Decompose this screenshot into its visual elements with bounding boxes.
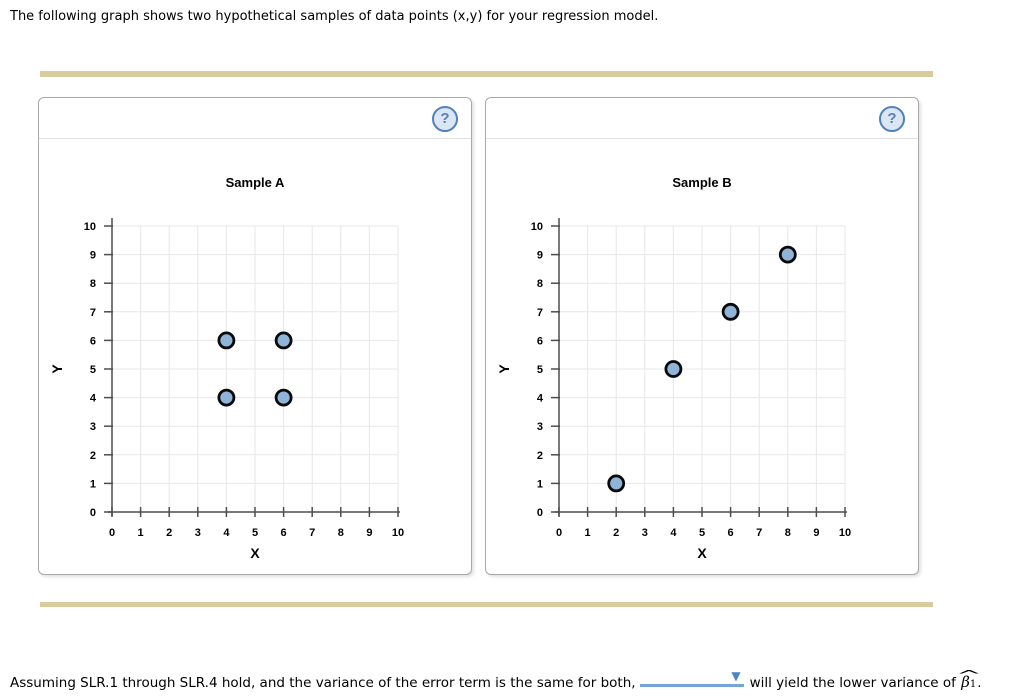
svg-text:8: 8 xyxy=(338,527,344,539)
top-divider-bar xyxy=(40,71,933,77)
help-icon[interactable]: ? xyxy=(879,106,905,132)
svg-text:5: 5 xyxy=(537,364,543,376)
gridlines xyxy=(559,225,846,512)
svg-text:9: 9 xyxy=(366,527,372,539)
svg-text:6: 6 xyxy=(537,335,543,347)
svg-text:2: 2 xyxy=(613,527,619,539)
svg-text:10: 10 xyxy=(531,221,543,233)
svg-text:8: 8 xyxy=(537,278,543,290)
y-axis-label: Y xyxy=(496,364,512,374)
sentence-part2: will yield the lower variance of xyxy=(749,675,956,691)
axes xyxy=(104,218,400,517)
question-intro-text: The following graph shows two hypothetic… xyxy=(10,9,659,24)
svg-text:5: 5 xyxy=(90,364,96,376)
svg-text:6: 6 xyxy=(728,527,734,539)
svg-text:1: 1 xyxy=(537,478,543,490)
svg-text:9: 9 xyxy=(537,250,543,262)
svg-text:3: 3 xyxy=(90,421,96,433)
svg-text:3: 3 xyxy=(537,421,543,433)
data-point xyxy=(217,331,236,350)
data-point xyxy=(607,474,626,493)
sentence-period: . xyxy=(977,675,982,691)
gridlines xyxy=(112,225,399,512)
data-points xyxy=(607,245,797,493)
svg-text:4: 4 xyxy=(537,393,544,405)
svg-text:4: 4 xyxy=(670,527,677,539)
svg-text:6: 6 xyxy=(90,335,96,347)
panel-header: ? xyxy=(39,98,471,139)
help-icon[interactable]: ? xyxy=(432,106,458,132)
bottom-divider-bar xyxy=(40,602,933,607)
sentence-part1: Assuming SLR.1 through SLR.4 hold, and t… xyxy=(10,675,636,691)
data-point xyxy=(274,388,293,407)
tick-labels: 0 1 2 3 4 5 6 7 8 9 10 0 1 2 3 4 5 6 7 8 9 10 xyxy=(84,221,404,539)
hat-accent: ^ xyxy=(955,667,982,682)
x-axis-label: X xyxy=(250,545,260,561)
svg-text:10: 10 xyxy=(392,527,404,539)
sample-b-panel: ? Sample B 0 1 2 3 4 5 6 7 8 9 10 0 1 2 3 4 5 6 7 8 9 10 X Y xyxy=(485,97,919,575)
svg-text:9: 9 xyxy=(813,527,819,539)
data-point xyxy=(721,302,740,321)
svg-text:3: 3 xyxy=(195,527,201,539)
data-points xyxy=(217,331,293,407)
svg-text:2: 2 xyxy=(537,450,543,462)
svg-text:0: 0 xyxy=(556,527,562,539)
svg-text:2: 2 xyxy=(166,527,172,539)
sample-a-chart: 0 1 2 3 4 5 6 7 8 9 10 0 1 2 3 4 5 6 7 8 9 10 X Y xyxy=(49,218,404,561)
data-point xyxy=(217,388,236,407)
data-point xyxy=(664,360,683,378)
x-axis-label: X xyxy=(697,545,707,561)
svg-text:5: 5 xyxy=(252,527,258,539)
svg-text:0: 0 xyxy=(537,507,543,519)
data-point xyxy=(778,245,797,264)
svg-text:0: 0 xyxy=(90,507,96,519)
svg-text:7: 7 xyxy=(90,307,96,319)
svg-text:0: 0 xyxy=(109,527,115,539)
axes xyxy=(551,218,847,517)
svg-text:1: 1 xyxy=(138,527,144,539)
svg-text:8: 8 xyxy=(785,527,791,539)
sample-b-chart: 0 1 2 3 4 5 6 7 8 9 10 0 1 2 3 4 5 6 7 8 9 10 X Y xyxy=(496,218,851,561)
beta-hat-symbol: ^ β1 xyxy=(955,667,982,691)
sample-a-panel: ? Sample A 0 1 2 3 4 5 6 7 8 9 10 0 1 2 3 4 5 6 7 8 9 10 X Y xyxy=(38,97,472,575)
answer-dropdown[interactable]: ▼ xyxy=(639,669,744,687)
chart-title-sample-a: Sample A xyxy=(225,175,285,190)
svg-text:8: 8 xyxy=(90,278,96,290)
svg-text:7: 7 xyxy=(309,527,315,539)
svg-text:6: 6 xyxy=(281,527,287,539)
svg-text:1: 1 xyxy=(90,478,96,490)
svg-text:5: 5 xyxy=(699,527,705,539)
svg-text:9: 9 xyxy=(90,250,96,262)
tick-labels: 0 1 2 3 4 5 6 7 8 9 10 0 1 2 3 4 5 6 7 8 9 10 xyxy=(531,221,851,539)
svg-text:10: 10 xyxy=(84,221,96,233)
dropdown-arrow-icon: ▼ xyxy=(731,669,741,683)
chart-title-sample-b: Sample B xyxy=(672,175,732,190)
panel-header: ? xyxy=(486,98,918,139)
svg-text:4: 4 xyxy=(90,393,97,405)
svg-text:7: 7 xyxy=(756,527,762,539)
question-sentence: Assuming SLR.1 through SLR.4 hold, and t… xyxy=(10,667,982,694)
svg-text:2: 2 xyxy=(90,450,96,462)
svg-text:4: 4 xyxy=(223,527,230,539)
svg-text:3: 3 xyxy=(642,527,648,539)
svg-text:1: 1 xyxy=(585,527,591,539)
data-point xyxy=(274,331,293,350)
svg-text:10: 10 xyxy=(839,527,851,539)
y-axis-label: Y xyxy=(49,364,65,374)
svg-text:7: 7 xyxy=(537,307,543,319)
